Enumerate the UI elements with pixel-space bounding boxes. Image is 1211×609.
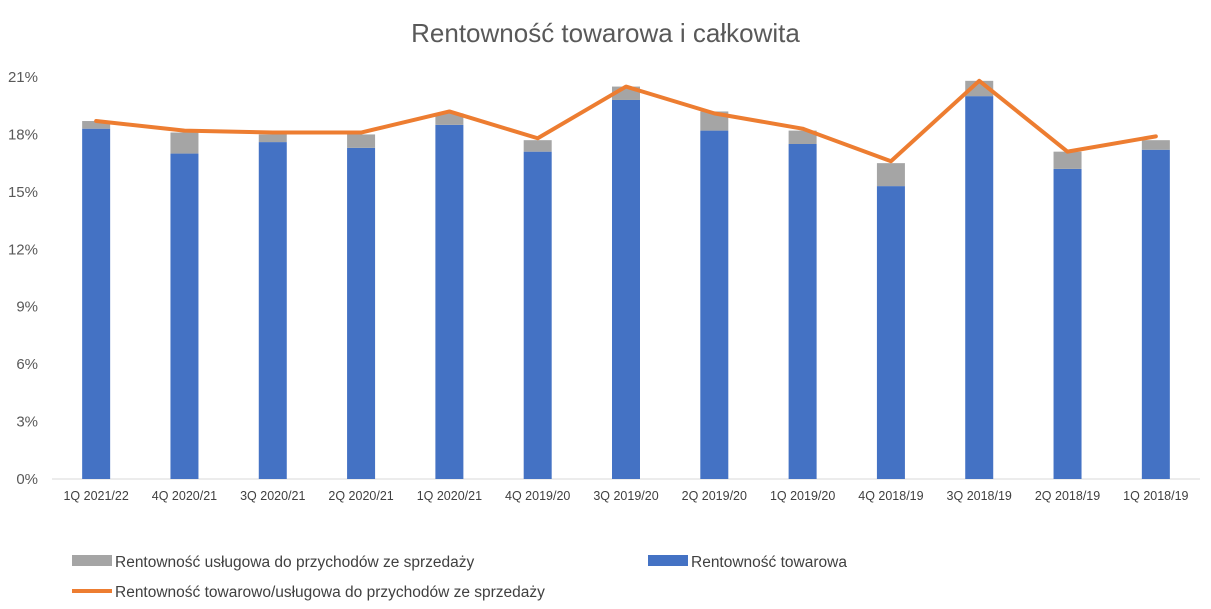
bar-segment-towarowa	[788, 144, 817, 479]
y-tick-label: 15%	[8, 184, 38, 201]
y-tick-label: 12%	[8, 241, 38, 258]
bar-segment-towarowa	[612, 99, 640, 479]
bar-segment-towarowa	[965, 96, 994, 480]
bar-segment-towarowa	[1053, 168, 1082, 479]
y-tick-label: 0%	[16, 471, 38, 488]
x-tick-label: 3Q 2018/19	[947, 489, 1012, 503]
bar-segment-uslugowa	[170, 132, 199, 154]
legend-label: Rentowność usługowa do przychodów ze spr…	[115, 554, 475, 571]
x-tick-label: 4Q 2019/20	[505, 489, 570, 503]
bar-segment-uslugowa	[876, 163, 905, 187]
bar-segment-towarowa	[700, 130, 729, 479]
line-series-group	[94, 78, 1158, 164]
bar-segment-towarowa	[876, 186, 905, 479]
bars-group	[82, 80, 1170, 480]
x-tick-label: 4Q 2018/19	[858, 489, 923, 503]
x-tick-label: 2Q 2019/20	[682, 489, 747, 503]
x-tick-label: 1Q 2019/20	[770, 489, 835, 503]
legend: Rentowność usługowa do przychodów ze spr…	[72, 554, 847, 601]
bar-segment-towarowa	[347, 147, 376, 480]
x-tick-label: 1Q 2021/22	[63, 489, 128, 503]
legend-label: Rentowność towarowa	[691, 554, 847, 571]
legend-swatch	[648, 555, 688, 566]
line-series	[94, 78, 1158, 164]
chart-title: Rentowność towarowa i całkowita	[411, 18, 800, 48]
x-tick-label: 1Q 2020/21	[417, 489, 482, 503]
bar-segment-towarowa	[170, 153, 199, 480]
bar-segment-towarowa	[82, 128, 111, 479]
bar-segment-towarowa	[523, 151, 552, 479]
bar-segment-uslugowa	[82, 121, 111, 129]
bar-segment-uslugowa	[258, 134, 287, 143]
y-axis-ticks: 0% 3% 6% 9% 12% 15% 18% 21%	[8, 69, 38, 488]
bar-segment-uslugowa	[1141, 140, 1170, 150]
x-tick-label: 3Q 2019/20	[593, 489, 658, 503]
bar-segment-uslugowa	[788, 130, 817, 144]
y-tick-label: 6%	[16, 356, 38, 373]
bar-segment-towarowa	[435, 124, 464, 479]
bar-segment-towarowa	[1141, 149, 1170, 479]
x-tick-label: 3Q 2020/21	[240, 489, 305, 503]
x-tick-label: 2Q 2020/21	[328, 489, 393, 503]
bar-segment-uslugowa	[523, 140, 552, 152]
x-axis-ticks: 1Q 2021/22 4Q 2020/21 3Q 2020/21 2Q 2020/21…	[63, 489, 1188, 503]
bar-segment-uslugowa	[1053, 151, 1082, 169]
y-tick-label: 18%	[8, 126, 38, 143]
x-tick-label: 2Q 2018/19	[1035, 489, 1100, 503]
y-tick-label: 21%	[8, 69, 38, 86]
y-tick-label: 3%	[16, 414, 38, 431]
bar-segment-uslugowa	[435, 113, 464, 125]
y-tick-label: 9%	[16, 299, 38, 316]
x-tick-label: 4Q 2020/21	[152, 489, 217, 503]
bar-segment-uslugowa	[347, 134, 376, 148]
x-tick-label: 1Q 2018/19	[1123, 489, 1188, 503]
legend-swatch	[72, 555, 112, 566]
bar-segment-towarowa	[258, 142, 287, 480]
legend-label: Rentowność towarowo/usługowa do przychod…	[115, 584, 545, 601]
